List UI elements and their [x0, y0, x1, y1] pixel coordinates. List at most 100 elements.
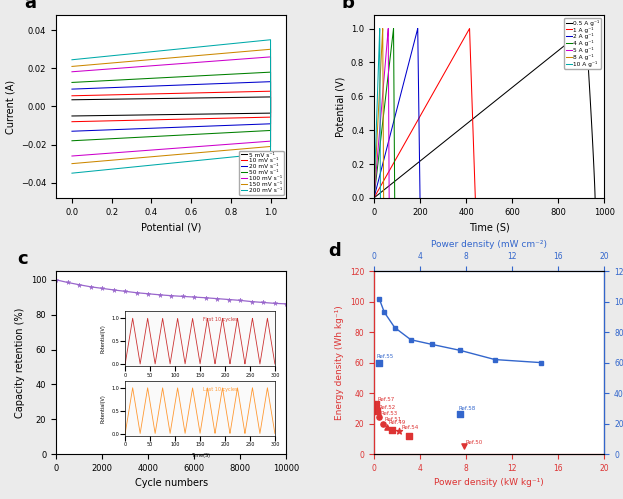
1 A g⁻¹ — [370, 195, 378, 201]
Point — [372, 407, 382, 415]
5 mV s⁻¹ — [212, 111, 219, 117]
1 A g⁻¹ — [466, 25, 473, 31]
50 mV s⁻¹ — [234, 129, 242, 135]
20 mV s⁻¹ — [164, 125, 171, 131]
5 mV s⁻¹ — [234, 111, 242, 117]
Text: b: b — [341, 0, 354, 11]
Text: Ref.53: Ref.53 — [381, 411, 398, 416]
50 mV s⁻¹ — [68, 79, 75, 85]
100 mV s⁻¹ — [68, 153, 75, 159]
5 A g⁻¹ — [385, 73, 392, 79]
10 mV s⁻¹ — [68, 93, 75, 99]
2 A g⁻¹ — [414, 70, 422, 76]
2 A g⁻¹ — [415, 105, 422, 111]
5 A g⁻¹ — [370, 195, 378, 201]
2 A g⁻¹ — [416, 195, 424, 201]
200 mV s⁻¹ — [267, 37, 274, 43]
10 mV s⁻¹ — [164, 116, 171, 122]
10 mV s⁻¹ — [68, 119, 75, 125]
Text: Ref.49: Ref.49 — [388, 420, 406, 425]
20 mV s⁻¹ — [93, 85, 100, 91]
Point — [394, 427, 404, 435]
8 A g⁻¹ — [379, 159, 387, 165]
5 mV s⁻¹ — [68, 113, 75, 119]
1 A g⁻¹ — [467, 70, 475, 76]
10 A g⁻¹ — [376, 163, 384, 169]
Point — [382, 423, 392, 431]
Line: 8 A g⁻¹: 8 A g⁻¹ — [374, 28, 384, 198]
200 mV s⁻¹ — [164, 161, 171, 167]
150 mV s⁻¹ — [234, 146, 242, 152]
Line: 200 mV s⁻¹: 200 mV s⁻¹ — [72, 40, 270, 173]
Text: Ref.57: Ref.57 — [378, 398, 394, 403]
5 A g⁻¹ — [385, 163, 392, 169]
Y-axis label: Energy density (Wh kg⁻¹): Energy density (Wh kg⁻¹) — [335, 305, 344, 420]
5 mV s⁻¹ — [93, 96, 100, 102]
100 mV s⁻¹ — [224, 141, 232, 147]
50 mV s⁻¹ — [267, 69, 274, 75]
4 A g⁻¹ — [390, 64, 397, 70]
10 A g⁻¹ — [376, 25, 383, 31]
1 A g⁻¹ — [470, 159, 478, 165]
Line: 0.5 A g⁻¹: 0.5 A g⁻¹ — [374, 28, 595, 198]
150 mV s⁻¹ — [224, 147, 232, 153]
5 mV s⁻¹ — [123, 112, 130, 118]
100 mV s⁻¹ — [93, 67, 100, 73]
10 mV s⁻¹ — [234, 115, 242, 121]
Point — [378, 420, 388, 428]
Text: d: d — [328, 243, 341, 260]
10 mV s⁻¹ — [212, 115, 219, 121]
5 A g⁻¹ — [385, 70, 392, 76]
0.5 A g⁻¹ — [582, 25, 589, 31]
5 A g⁻¹ — [385, 64, 392, 70]
Point — [455, 411, 465, 419]
10 A g⁻¹ — [376, 73, 384, 79]
100 mV s⁻¹ — [164, 146, 171, 152]
1 A g⁻¹ — [468, 105, 476, 111]
Line: 5 A g⁻¹: 5 A g⁻¹ — [374, 28, 389, 198]
8 A g⁻¹ — [379, 73, 387, 79]
50 mV s⁻¹ — [68, 138, 75, 144]
Point — [371, 400, 381, 408]
150 mV s⁻¹ — [267, 46, 274, 52]
50 mV s⁻¹ — [123, 135, 130, 141]
200 mV s⁻¹ — [212, 156, 219, 162]
8 A g⁻¹ — [380, 163, 388, 169]
200 mV s⁻¹ — [68, 170, 75, 176]
200 mV s⁻¹ — [123, 165, 130, 171]
X-axis label: Potential (V): Potential (V) — [141, 222, 201, 232]
8 A g⁻¹ — [380, 195, 388, 201]
20 mV s⁻¹ — [267, 79, 274, 85]
150 mV s⁻¹ — [212, 148, 219, 154]
4 A g⁻¹ — [390, 25, 397, 31]
Line: 10 mV s⁻¹: 10 mV s⁻¹ — [72, 91, 270, 122]
10 A g⁻¹ — [376, 70, 384, 76]
Legend: 0.5 A g⁻¹, 1 A g⁻¹, 2 A g⁻¹, 4 A g⁻¹, 5 A g⁻¹, 8 A g⁻¹, 10 A g⁻¹: 0.5 A g⁻¹, 1 A g⁻¹, 2 A g⁻¹, 4 A g⁻¹, 5 … — [564, 18, 601, 69]
10 mV s⁻¹ — [267, 88, 274, 94]
50 mV s⁻¹ — [164, 133, 171, 139]
10 mV s⁻¹ — [224, 115, 232, 121]
150 mV s⁻¹ — [164, 152, 171, 158]
Line: 150 mV s⁻¹: 150 mV s⁻¹ — [72, 49, 270, 164]
2 A g⁻¹ — [415, 73, 422, 79]
100 mV s⁻¹ — [123, 149, 130, 155]
100 mV s⁻¹ — [267, 54, 274, 60]
20 mV s⁻¹ — [68, 86, 75, 92]
Line: 20 mV s⁻¹: 20 mV s⁻¹ — [72, 82, 270, 131]
Line: 1 A g⁻¹: 1 A g⁻¹ — [374, 28, 475, 198]
0.5 A g⁻¹ — [589, 149, 597, 155]
Point — [404, 432, 414, 440]
X-axis label: Power density (kW kg⁻¹): Power density (kW kg⁻¹) — [434, 479, 544, 488]
5 mV s⁻¹ — [267, 94, 274, 100]
Point — [374, 414, 384, 422]
100 mV s⁻¹ — [212, 142, 219, 148]
10 mV s⁻¹ — [123, 117, 130, 123]
10 A g⁻¹ — [376, 64, 384, 70]
5 A g⁻¹ — [385, 105, 392, 111]
8 A g⁻¹ — [379, 70, 387, 76]
10 A g⁻¹ — [370, 195, 378, 201]
0.5 A g⁻¹ — [585, 66, 592, 72]
Point — [388, 426, 397, 434]
200 mV s⁻¹ — [224, 155, 232, 161]
5 mV s⁻¹ — [68, 97, 75, 103]
